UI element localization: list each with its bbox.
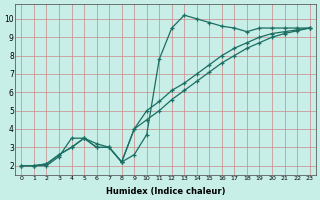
X-axis label: Humidex (Indice chaleur): Humidex (Indice chaleur) (106, 187, 225, 196)
